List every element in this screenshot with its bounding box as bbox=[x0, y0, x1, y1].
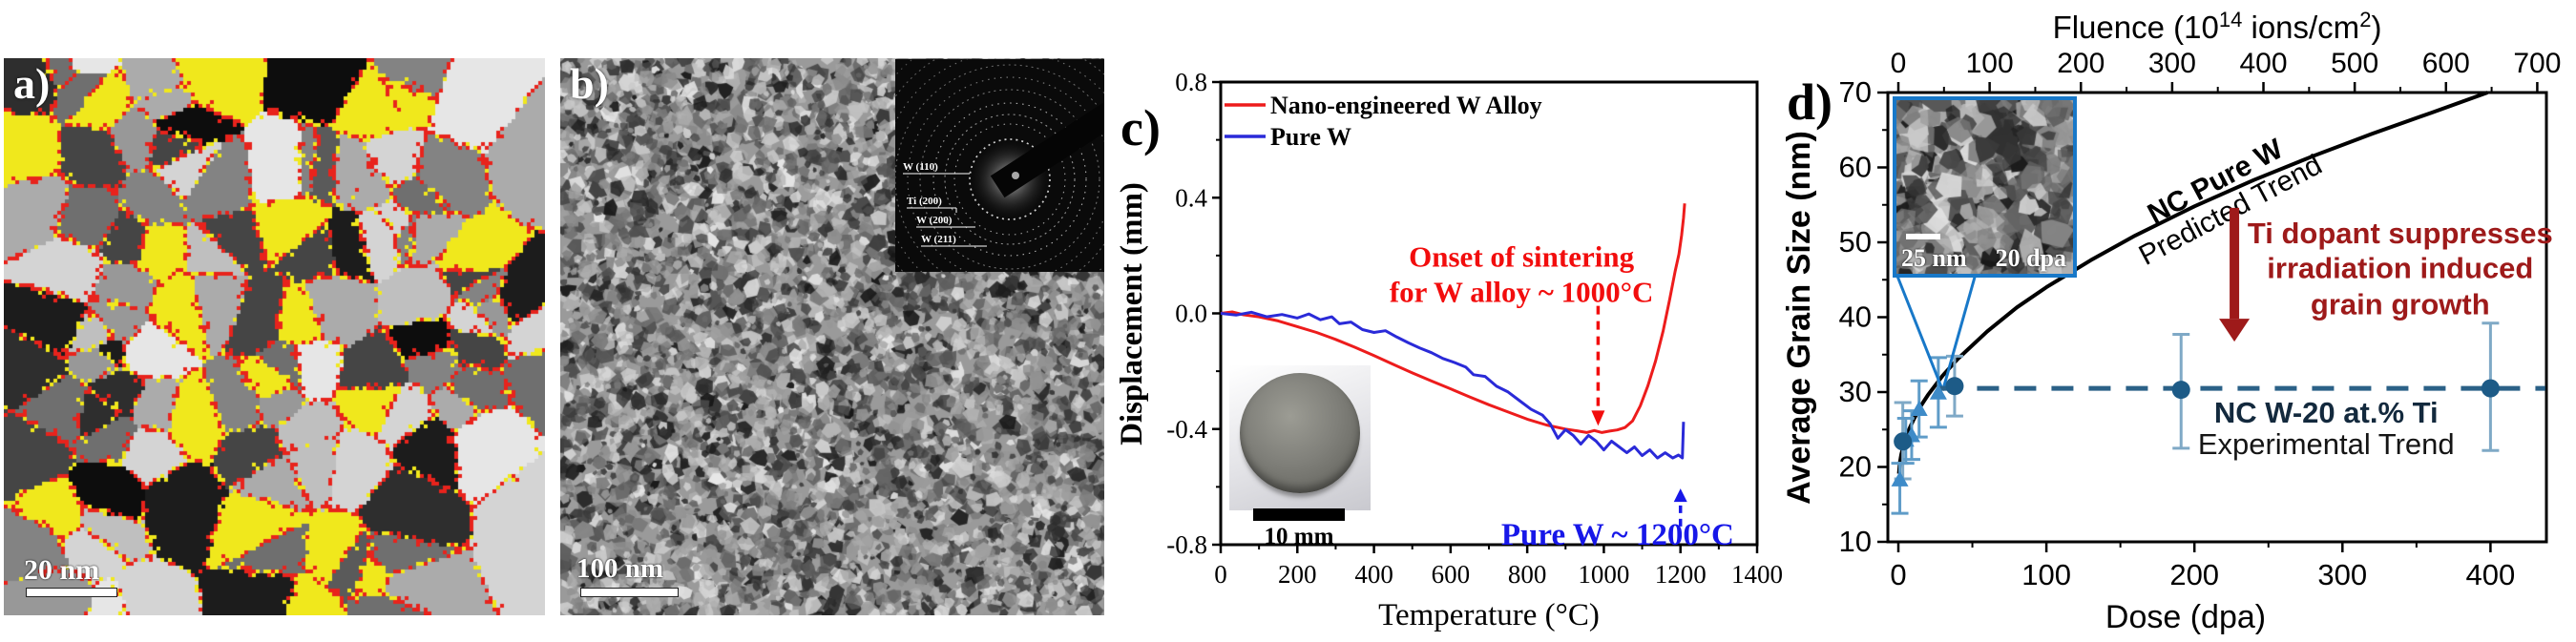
d-y-tick-label: 70 bbox=[1839, 75, 1872, 109]
panel-d-label: d) bbox=[1787, 73, 1833, 131]
diffraction-ring bbox=[944, 114, 1076, 245]
d-top-tick-label: 0 bbox=[1891, 48, 1907, 79]
c-x-tick-label: 1200 bbox=[1655, 560, 1707, 589]
diffraction-pattern-inset: W (110) Ti (200) W (200) W (211) bbox=[895, 59, 1104, 272]
diffraction-ring bbox=[953, 123, 1066, 236]
d-top-tick-label: 100 bbox=[1966, 48, 2014, 79]
d-x-tick-label: 100 bbox=[2021, 558, 2071, 591]
d-x-tick-label: 200 bbox=[2169, 558, 2219, 591]
c-x-axis-title: Temperature (°C) bbox=[1378, 598, 1600, 632]
d-y-tick-label: 10 bbox=[1839, 525, 1872, 558]
c-onset-annotation-line: Onset of sintering bbox=[1409, 240, 1634, 274]
c-x-tick-label: 800 bbox=[1508, 560, 1547, 589]
panel-b-scalebar-label: 100 nm bbox=[576, 553, 664, 584]
d-top-tick-label: 500 bbox=[2331, 48, 2378, 79]
d-top-axis-title: Fluence (1014 ions/cm2) bbox=[2053, 8, 2382, 45]
c-curve-pure-w bbox=[1220, 310, 1686, 460]
d-y-axis-title: Average Grain Size (nm) bbox=[1781, 131, 1817, 505]
d-circle-marker bbox=[2481, 379, 2500, 398]
inset-dose-label: 20 dpa bbox=[1995, 244, 2066, 272]
panel-a-scalebar-label: 20 nm bbox=[24, 554, 100, 586]
panel-d-tem-inset: 25 nm 20 dpa bbox=[1893, 96, 2077, 278]
c-y-tick-label: 0.8 bbox=[1175, 68, 1207, 96]
c-onset-annotation-line: for W alloy ~ 1000°C bbox=[1390, 276, 1654, 309]
diffraction-ring bbox=[969, 138, 1051, 220]
c-x-tick-label: 200 bbox=[1278, 560, 1317, 589]
sintered-disc bbox=[1240, 373, 1360, 493]
d-top-tick-label: 200 bbox=[2057, 48, 2105, 79]
d-experimental-trend-sublabel: Experimental Trend bbox=[2198, 427, 2455, 461]
diffraction-ring bbox=[932, 102, 1087, 257]
c-y-tick-label: 0.0 bbox=[1175, 300, 1207, 328]
d-top-tick-label: 300 bbox=[2148, 48, 2196, 79]
d-x-axis-title: Dose (dpa) bbox=[2105, 599, 2266, 635]
panel-b: b) 100 nm W (110) Ti (200) W (200) W (211) bbox=[560, 58, 1104, 615]
panel-c-label: c) bbox=[1120, 99, 1161, 156]
c-purew-arrow-head bbox=[1673, 488, 1687, 503]
panel-a: a) 20 nm bbox=[4, 58, 545, 615]
d-y-tick-label: 40 bbox=[1839, 300, 1872, 334]
c-x-tick-label: 600 bbox=[1432, 560, 1471, 589]
diffraction-ring bbox=[919, 89, 1100, 270]
d-y-tick-label: 50 bbox=[1839, 225, 1872, 259]
c-legend-label: Nano-engineered W Alloy bbox=[1270, 92, 1542, 119]
d-circle-marker bbox=[2171, 381, 2190, 400]
inset-scalebar-label: 25 nm bbox=[1901, 244, 1967, 272]
c-x-tick-label: 1400 bbox=[1731, 560, 1783, 589]
c-legend-label: Pure W bbox=[1270, 123, 1351, 151]
d-top-tick-label: 700 bbox=[2513, 48, 2561, 79]
d-top-tick-label: 400 bbox=[2239, 48, 2287, 79]
panel-d-chart: d)Average Grain Size (nm)0 100 200 300 400 50… bbox=[1781, 8, 2561, 635]
c-y-tick-label: -0.4 bbox=[1166, 415, 1207, 444]
photo-scalebar-label: 10 mm bbox=[1264, 524, 1334, 549]
c-x-tick-label: 400 bbox=[1354, 560, 1393, 589]
panel-b-scalebar bbox=[580, 588, 679, 597]
c-onset-arrow-head bbox=[1591, 410, 1605, 426]
d-nc-w20-label: NC W-20 at.% Ti bbox=[2214, 396, 2439, 429]
c-purew-annotation: Pure W ~ 1200°C bbox=[1501, 518, 1734, 552]
d-x-tick-label: 300 bbox=[2317, 558, 2367, 591]
photo-scalebar bbox=[1253, 508, 1345, 521]
d-circle-marker bbox=[1894, 432, 1913, 451]
d-triangle-marker bbox=[1891, 470, 1909, 487]
beam-stop bbox=[990, 97, 1104, 198]
d-y-tick-label: 30 bbox=[1839, 375, 1872, 408]
inset-scalebar bbox=[1906, 234, 1940, 239]
panel-c-chart: c) Displacement (mm) 0.8 0.4 0.0 -0.4 -0.80 200… bbox=[1115, 68, 1783, 632]
c-curve-w-alloy bbox=[1220, 203, 1686, 434]
c-x-tick-label: 1000 bbox=[1578, 560, 1629, 589]
panel-b-label: b) bbox=[570, 59, 609, 108]
c-y-axis-title: Displacement (mm) bbox=[1115, 182, 1149, 445]
d-suppress-annotation-line: grain growth bbox=[2311, 287, 2490, 321]
sintered-disc-photo bbox=[1229, 365, 1371, 510]
d-suppress-annotation-line: Ti dopant suppresses bbox=[2248, 217, 2553, 250]
d-suppress-arrow-head bbox=[2219, 319, 2251, 342]
d-inset-connector bbox=[1941, 273, 1978, 391]
beam-center-spot bbox=[1012, 172, 1019, 179]
diffraction-ring-label: W (200) bbox=[916, 215, 953, 226]
diffraction-ring bbox=[895, 64, 1104, 272]
d-triangle-marker bbox=[1910, 401, 1928, 417]
d-triangle-marker bbox=[1929, 383, 1947, 400]
d-circle-marker bbox=[1945, 377, 1964, 396]
panel-a-label: a) bbox=[13, 59, 51, 108]
d-x-tick-label: 400 bbox=[2466, 558, 2516, 591]
diffraction-ring-label: W (211) bbox=[921, 234, 956, 245]
d-suppress-annotation-line: irradiation induced bbox=[2267, 252, 2533, 285]
diffraction-ring-label: Ti (200) bbox=[907, 196, 942, 207]
d-y-tick-label: 20 bbox=[1839, 450, 1872, 484]
d-y-tick-label: 60 bbox=[1839, 151, 1872, 184]
panel-d-tem-inset-image bbox=[1896, 100, 2073, 274]
c-y-tick-label: -0.8 bbox=[1166, 530, 1207, 559]
c-y-tick-label: 0.4 bbox=[1175, 183, 1207, 212]
c-x-tick-label: 0 bbox=[1214, 560, 1227, 589]
d-inset-connector bbox=[1895, 273, 1944, 391]
panel-a-scalebar bbox=[26, 588, 117, 597]
d-x-tick-label: 0 bbox=[1890, 558, 1906, 591]
diffraction-ring-label: W (110) bbox=[903, 161, 938, 173]
d-top-tick-label: 600 bbox=[2422, 48, 2470, 79]
grain-map-image bbox=[4, 58, 545, 615]
